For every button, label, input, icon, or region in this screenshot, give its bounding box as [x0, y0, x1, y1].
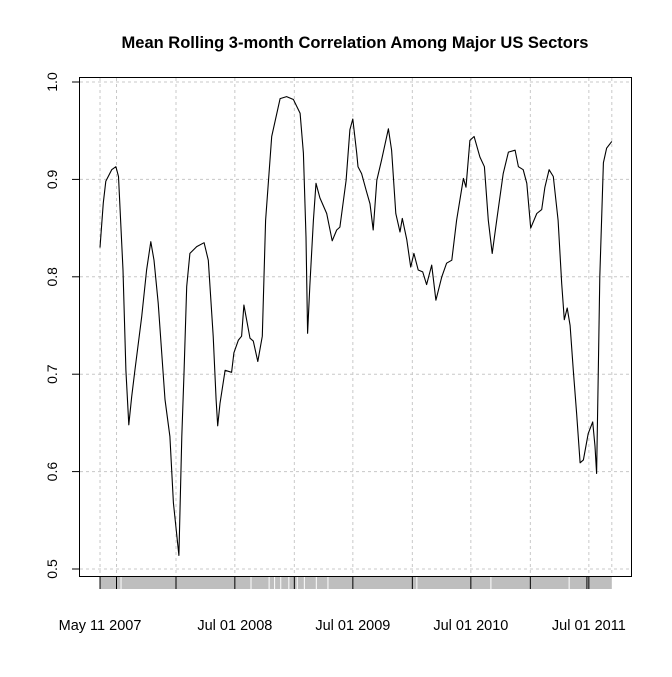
series-line [99, 96, 613, 556]
x-tick-label: Jul 01 2008 [197, 618, 272, 634]
y-tick-label: 0.9 [44, 169, 60, 189]
series-line-layer [99, 96, 613, 556]
x-tick-label: Jul 01 2010 [433, 618, 508, 634]
grid [80, 78, 631, 576]
x-tick-label: Jul 01 2009 [315, 618, 390, 634]
y-tick-label: 0.5 [44, 559, 60, 579]
x-tick-label: Jul 01 2011 [552, 618, 626, 634]
plot-box [79, 77, 632, 577]
x-axis-band [100, 577, 612, 589]
x-axis: May 11 2007 Jul 01 2008 Jul 01 2009 Jul 01 … [59, 577, 626, 634]
y-axis: 0.5 0.6 0.7 0.8 0.9 1.0 [44, 72, 80, 579]
y-tick-label: 1.0 [44, 72, 60, 92]
x-tick-label: May 11 2007 [59, 618, 142, 634]
y-tick-label: 0.7 [44, 364, 60, 384]
y-tick-label: 0.6 [44, 462, 60, 482]
y-tick-label: 0.8 [44, 267, 60, 287]
chart-title: Mean Rolling 3-month Correlation Among M… [122, 34, 589, 52]
